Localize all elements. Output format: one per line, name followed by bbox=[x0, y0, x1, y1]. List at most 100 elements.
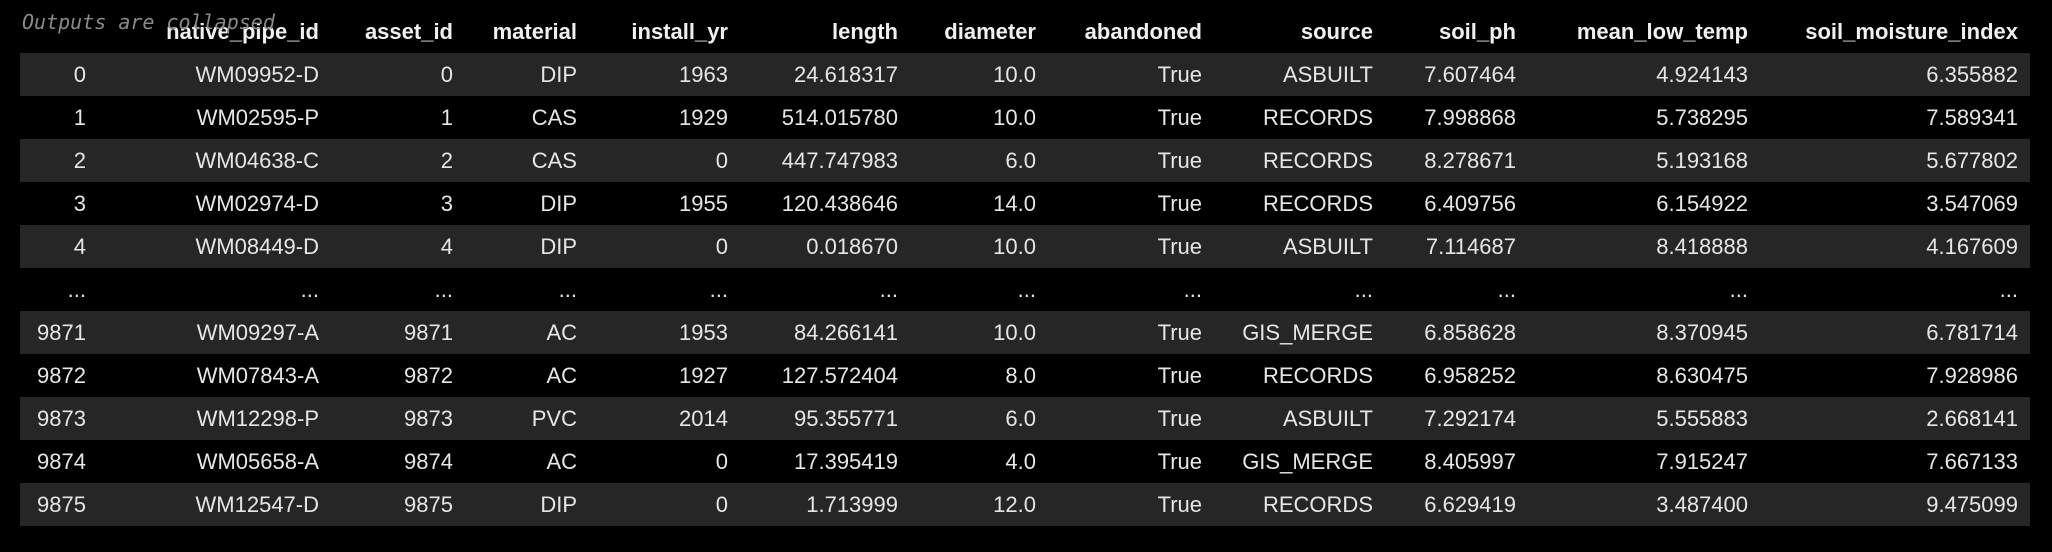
cell-mean-low-temp: 3.487400 bbox=[1656, 492, 1748, 517]
cell-material: CAS bbox=[531, 148, 577, 173]
cell-soil-moisture-index: 9.475099 bbox=[1926, 492, 2018, 517]
row-index-cell: 9875 bbox=[37, 492, 86, 517]
column-header-soil-moisture-index: soil_moisture_index bbox=[1805, 19, 2018, 44]
cell-install-yr: 1927 bbox=[679, 363, 728, 388]
cell-source: ASBUILT bbox=[1282, 62, 1373, 87]
cell-soil-ph: 6.409756 bbox=[1424, 191, 1516, 216]
cell-asset-id: 9871 bbox=[404, 320, 453, 345]
cell-native-pipe-id: WM12298-P bbox=[196, 406, 319, 431]
cell-asset-id: 2 bbox=[440, 148, 453, 173]
cell-length: 447.747983 bbox=[781, 148, 898, 173]
cell-native-pipe-id: WM04638-C bbox=[195, 148, 319, 173]
cell-source: RECORDS bbox=[1262, 148, 1373, 173]
cell-length: 1.713999 bbox=[806, 492, 898, 517]
table-row: 9871 WM09297-A 9871 AC 1953 84.266141 10.0 True… bbox=[20, 311, 2030, 354]
cell-mean-low-temp: 5.555883 bbox=[1656, 406, 1748, 431]
cell-mean-low-temp: 8.630475 bbox=[1656, 363, 1748, 388]
cell-soil-ph: 6.958252 bbox=[1424, 363, 1516, 388]
cell-soil-moisture-index: 6.355882 bbox=[1926, 62, 2018, 87]
cell-length: 84.266141 bbox=[794, 320, 898, 345]
cell-soil-ph: 7.607464 bbox=[1424, 62, 1516, 87]
table-header: native_pipe_id asset_id material install_yr… bbox=[20, 10, 2030, 53]
cell-soil-moisture-index: 2.668141 bbox=[1926, 406, 2018, 431]
cell-material: ... bbox=[558, 277, 577, 302]
cell-mean-low-temp: 8.418888 bbox=[1656, 234, 1748, 259]
cell-native-pipe-id: WM09297-A bbox=[196, 320, 319, 345]
cell-material: AC bbox=[546, 320, 577, 345]
cell-abandoned: True bbox=[1157, 363, 1202, 388]
column-header-source: source bbox=[1300, 19, 1373, 44]
cell-material: AC bbox=[546, 449, 577, 474]
cell-source: RECORDS bbox=[1262, 191, 1373, 216]
cell-diameter: 10.0 bbox=[993, 62, 1036, 87]
table-row: 0 WM09952-D 0 DIP 1963 24.618317 10.0 True ASBUI… bbox=[20, 53, 2030, 96]
row-index-cell: 4 bbox=[73, 234, 86, 259]
cell-native-pipe-id: WM02974-D bbox=[195, 191, 319, 216]
cell-asset-id: ... bbox=[434, 277, 453, 302]
cell-length: 95.355771 bbox=[794, 406, 898, 431]
table-row: 9874 WM05658-A 9874 AC 0 17.395419 4.0 True GIS_… bbox=[20, 440, 2030, 483]
cell-diameter: 10.0 bbox=[993, 105, 1036, 130]
cell-diameter: ... bbox=[1017, 277, 1036, 302]
cell-asset-id: 9873 bbox=[404, 406, 453, 431]
cell-abandoned: True bbox=[1157, 148, 1202, 173]
cell-mean-low-temp: 5.738295 bbox=[1656, 105, 1748, 130]
column-header-length: length bbox=[832, 19, 898, 44]
column-header-mean-low-temp: mean_low_temp bbox=[1576, 19, 1748, 44]
cell-abandoned: True bbox=[1157, 191, 1202, 216]
cell-source: RECORDS bbox=[1262, 105, 1373, 130]
cell-native-pipe-id: WM05658-A bbox=[196, 449, 319, 474]
cell-abandoned: True bbox=[1157, 105, 1202, 130]
cell-install-yr: 1929 bbox=[679, 105, 728, 130]
cell-length: 127.572404 bbox=[781, 363, 898, 388]
cell-diameter: 6.0 bbox=[1005, 148, 1036, 173]
cell-length: 0.018670 bbox=[806, 234, 898, 259]
table-row: 9872 WM07843-A 9872 AC 1927 127.572404 8.0 True… bbox=[20, 354, 2030, 397]
cell-native-pipe-id: WM02595-P bbox=[196, 105, 319, 130]
cell-mean-low-temp: 4.924143 bbox=[1656, 62, 1748, 87]
column-header-asset-id: asset_id bbox=[364, 19, 453, 44]
cell-source: GIS_MERGE bbox=[1242, 320, 1373, 345]
cell-abandoned: True bbox=[1157, 449, 1202, 474]
cell-abandoned: True bbox=[1157, 320, 1202, 345]
cell-material: PVC bbox=[531, 406, 577, 431]
cell-soil-ph: 7.998868 bbox=[1424, 105, 1516, 130]
cell-soil-moisture-index: 7.589341 bbox=[1926, 105, 2018, 130]
cell-abandoned: True bbox=[1157, 406, 1202, 431]
cell-abandoned: True bbox=[1157, 234, 1202, 259]
cell-native-pipe-id: WM09952-D bbox=[195, 62, 319, 87]
cell-asset-id: 9872 bbox=[404, 363, 453, 388]
cell-soil-moisture-index: 3.547069 bbox=[1926, 191, 2018, 216]
cell-diameter: 6.0 bbox=[1005, 406, 1036, 431]
table-row: 9873 WM12298-P 9873 PVC 2014 95.355771 6.0 True… bbox=[20, 397, 2030, 440]
cell-soil-ph: 7.292174 bbox=[1424, 406, 1516, 431]
row-index-cell: 9871 bbox=[37, 320, 86, 345]
cell-diameter: 10.0 bbox=[993, 320, 1036, 345]
cell-material: DIP bbox=[540, 62, 577, 87]
cell-length: 24.618317 bbox=[794, 62, 898, 87]
cell-material: DIP bbox=[540, 492, 577, 517]
row-index-cell: 9873 bbox=[37, 406, 86, 431]
cell-abandoned: True bbox=[1157, 62, 1202, 87]
column-header-index bbox=[20, 10, 98, 53]
table-body: 0 WM09952-D 0 DIP 1963 24.618317 10.0 True ASBUI… bbox=[20, 53, 2030, 526]
cell-soil-moisture-index: 4.167609 bbox=[1926, 234, 2018, 259]
cell-soil-ph: 8.405997 bbox=[1424, 449, 1516, 474]
cell-install-yr: 1955 bbox=[679, 191, 728, 216]
cell-native-pipe-id: ... bbox=[300, 277, 319, 302]
cell-diameter: 8.0 bbox=[1005, 363, 1036, 388]
row-index-cell: 2 bbox=[73, 148, 86, 173]
cell-native-pipe-id: WM07843-A bbox=[196, 363, 319, 388]
cell-mean-low-temp: 6.154922 bbox=[1656, 191, 1748, 216]
cell-soil-moisture-index: 7.928986 bbox=[1926, 363, 2018, 388]
table-row: 3 WM02974-D 3 DIP 1955 120.438646 14.0 True RECO… bbox=[20, 182, 2030, 225]
cell-diameter: 14.0 bbox=[993, 191, 1036, 216]
cell-soil-moisture-index: 6.781714 bbox=[1926, 320, 2018, 345]
row-index-cell: 9872 bbox=[37, 363, 86, 388]
cell-soil-moisture-index: 7.667133 bbox=[1926, 449, 2018, 474]
column-header-diameter: diameter bbox=[944, 19, 1036, 44]
cell-source: ASBUILT bbox=[1282, 234, 1373, 259]
cell-asset-id: 1 bbox=[440, 105, 453, 130]
row-index-cell: 3 bbox=[73, 191, 86, 216]
cell-install-yr: 1963 bbox=[679, 62, 728, 87]
